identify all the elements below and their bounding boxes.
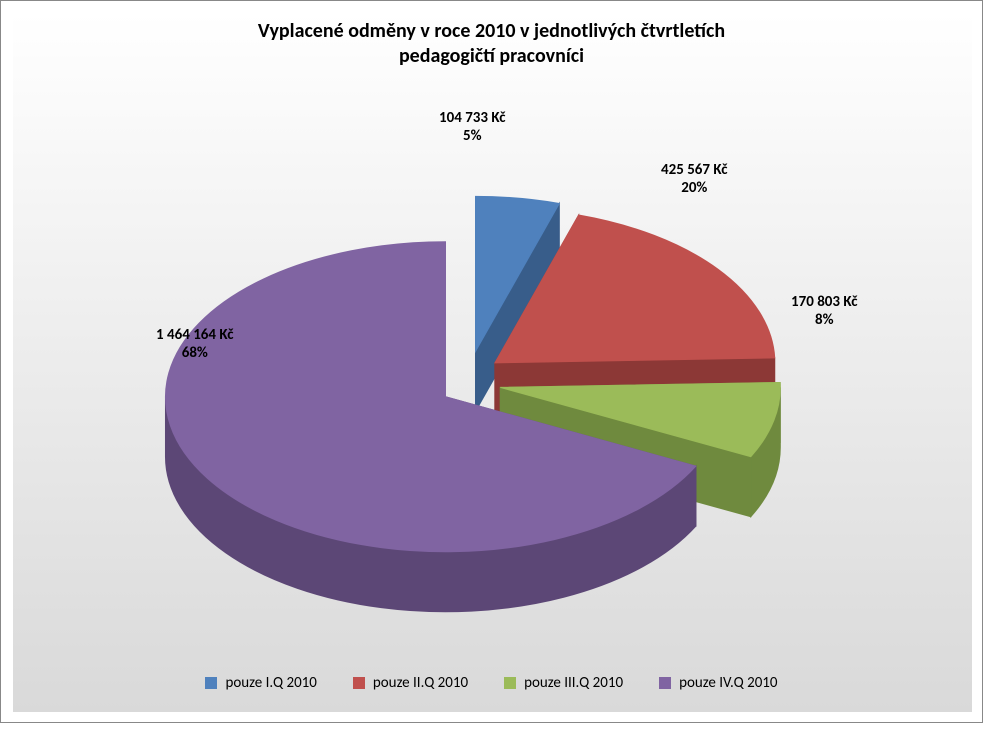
data-label-percent: 8% [791,311,858,329]
legend-label: pouze I.Q 2010 [225,674,316,692]
legend-swatch-icon [353,677,365,689]
data-label-q1: 104 733 Kč5% [439,109,506,145]
legend-item-q2: pouze II.Q 2010 [353,674,468,692]
data-label-value: 1 464 164 Kč [156,326,234,344]
data-label-value: 104 733 Kč [439,109,506,127]
legend-item-q3: pouze III.Q 2010 [504,674,623,692]
chart-title-line2: pedagogičtí pracovníci [399,44,584,68]
legend-swatch-icon [504,677,516,689]
legend-swatch-icon [659,677,671,689]
data-label-q3: 170 803 Kč8% [791,293,858,329]
data-label-value: 170 803 Kč [791,293,858,311]
chart-legend: pouze I.Q 2010 pouze II.Q 2010 pouze III.Q… [1,674,982,694]
pie-chart-container: Vyplacené odměny v roce 2010 v jednotliv… [0,0,983,723]
legend-item-q4: pouze IV.Q 2010 [659,674,777,692]
data-label-value: 425 567 Kč [661,161,728,179]
data-label-percent: 20% [661,179,728,197]
data-label-percent: 5% [439,127,506,145]
data-label-percent: 68% [156,344,234,362]
data-label-q2: 425 567 Kč20% [661,161,728,197]
chart-title-line1: Vyplacené odměny v roce 2010 v jednotliv… [258,19,725,43]
chart-title: Vyplacené odměny v roce 2010 v jednotliv… [1,19,982,69]
legend-item-q1: pouze I.Q 2010 [205,674,316,692]
legend-swatch-icon [205,677,217,689]
legend-label: pouze IV.Q 2010 [679,674,777,692]
legend-label: pouze II.Q 2010 [373,674,468,692]
data-label-q4: 1 464 164 Kč68% [156,326,234,362]
legend-label: pouze III.Q 2010 [524,674,623,692]
